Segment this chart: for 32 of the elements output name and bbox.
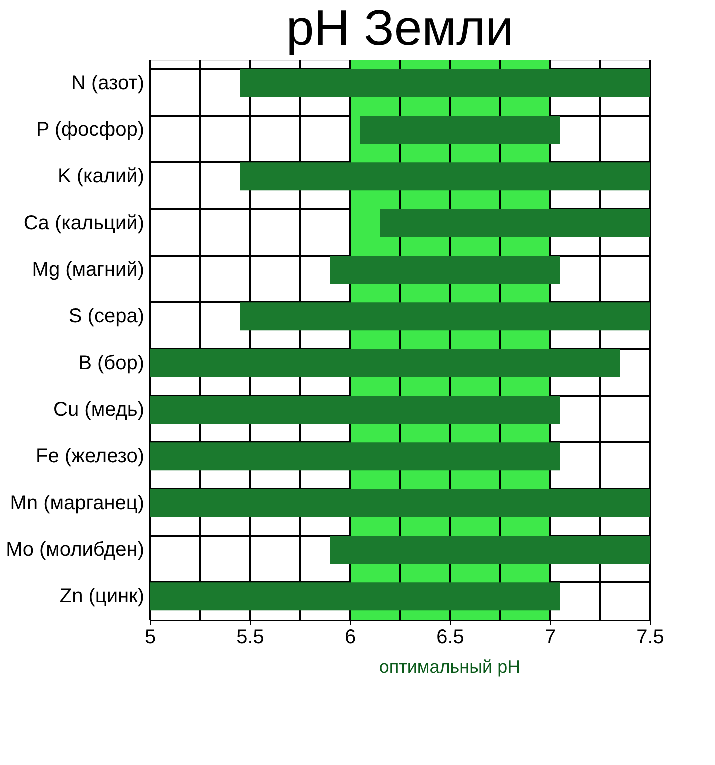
- x-tick-label: 7: [544, 626, 556, 648]
- y-tick-label: Ca (кальций): [24, 212, 144, 234]
- bar: [380, 209, 650, 238]
- y-tick-label: K (калий): [58, 166, 144, 188]
- bar: [150, 489, 650, 518]
- bar: [240, 162, 650, 191]
- bar: [150, 442, 560, 471]
- y-tick-label: B (бор): [78, 352, 144, 374]
- y-tick-label: Zn (цинк): [60, 586, 144, 608]
- band-label: оптимальный pH: [379, 657, 521, 677]
- y-tick-label: Mg (магний): [32, 259, 144, 281]
- y-tick-label: N (азот): [71, 72, 144, 94]
- bar: [150, 396, 560, 424]
- x-tick-label: 7.5: [636, 626, 664, 648]
- bar: [330, 536, 650, 564]
- bar: [240, 302, 650, 331]
- bar: [360, 116, 560, 144]
- bar: [330, 256, 560, 284]
- y-tick-label: S (сера): [68, 306, 144, 328]
- x-tick-label: 5: [144, 626, 156, 648]
- bar: [240, 69, 650, 98]
- y-tick-label: Cu (медь): [54, 399, 144, 421]
- x-tick-label: 6.5: [436, 626, 464, 648]
- chart-title: pH Земли: [286, 0, 514, 56]
- y-tick-label: Mo (молибден): [6, 539, 144, 561]
- bar: [150, 582, 560, 611]
- y-tick-label: Fe (железо): [36, 446, 144, 468]
- x-tick-label: 5.5: [236, 626, 264, 648]
- bar: [150, 349, 620, 378]
- y-tick-label: P (фосфор): [36, 119, 144, 141]
- y-tick-label: Mn (марганец): [10, 492, 144, 514]
- x-tick-label: 6: [344, 626, 356, 648]
